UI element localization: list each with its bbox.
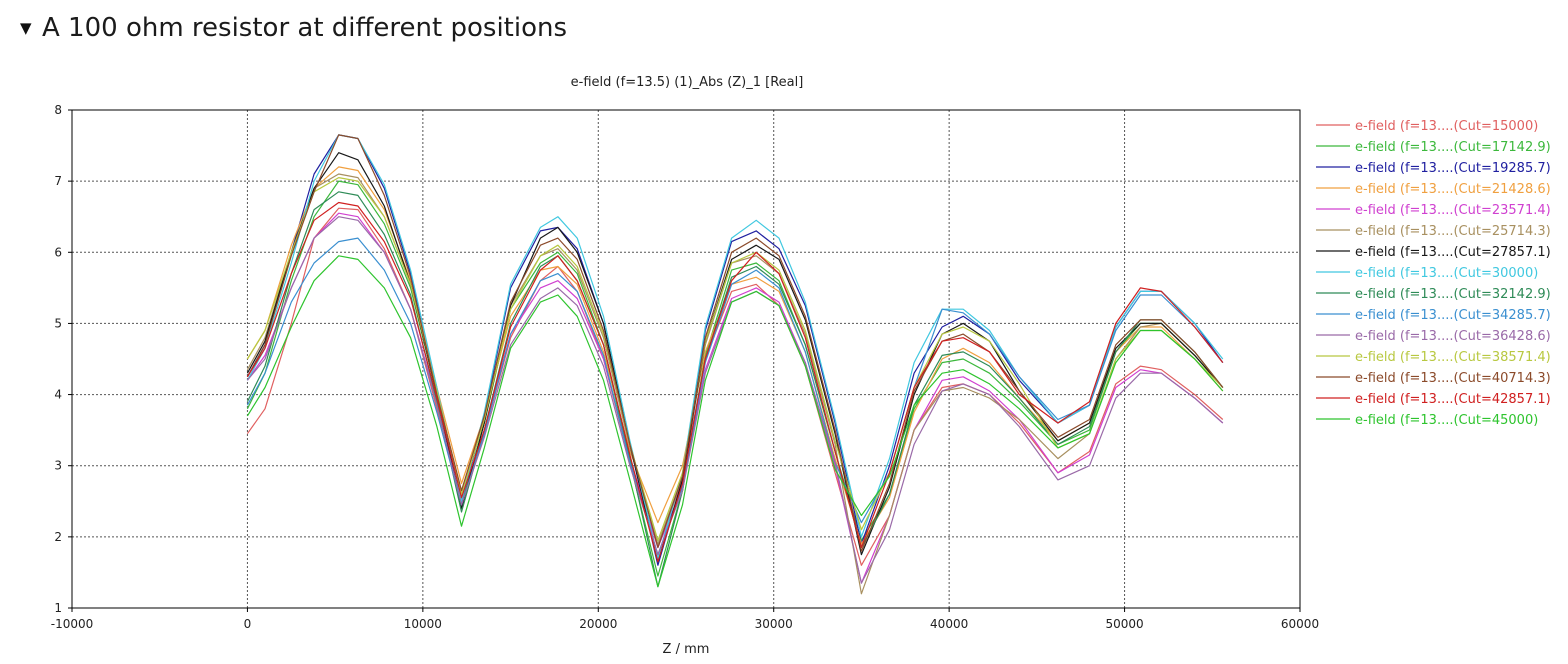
legend-label-12: e-field (f=13....(Cut=40714.3) — [1355, 371, 1551, 386]
y-tick-label-3: 4 — [54, 388, 62, 402]
legend-label-9: e-field (f=13....(Cut=34285.7) — [1355, 308, 1551, 323]
y-tick-label-6: 7 — [54, 174, 62, 188]
x-tick-label-6: 50000 — [1105, 617, 1143, 631]
chart-series — [246, 134, 1224, 595]
x-tick-label-2: 10000 — [404, 617, 442, 631]
section-header[interactable]: ▼ A 100 ohm resistor at different positi… — [20, 8, 567, 48]
legend-label-11: e-field (f=13....(Cut=38571.4) — [1355, 350, 1551, 365]
series-line-14 — [246, 255, 1224, 588]
legend-label-1: e-field (f=13....(Cut=17142.9) — [1355, 140, 1551, 155]
series-line-11 — [246, 177, 1224, 542]
x-tick-label-0: -10000 — [51, 617, 94, 631]
legend-label-0: e-field (f=13....(Cut=15000) — [1355, 119, 1538, 134]
series-line-10 — [246, 216, 1224, 584]
legend-label-8: e-field (f=13....(Cut=32142.9) — [1355, 287, 1551, 302]
x-tick-label-3: 20000 — [579, 617, 617, 631]
chart-ticks: -10000 0 10000 20000 30000 40000 50000 60000 1 2 3… — [51, 103, 1319, 631]
legend-label-13: e-field (f=13....(Cut=42857.1) — [1355, 392, 1551, 407]
legend-label-3: e-field (f=13....(Cut=21428.6) — [1355, 182, 1551, 197]
series-line-9 — [246, 237, 1224, 556]
section-title: A 100 ohm resistor at different position… — [42, 13, 568, 43]
x-tick-label-1: 0 — [244, 617, 252, 631]
series-line-5 — [246, 173, 1224, 595]
x-tick-label-5: 40000 — [930, 617, 968, 631]
y-tick-label-0: 1 — [54, 601, 62, 615]
y-tick-label-2: 3 — [54, 459, 62, 473]
legend-label-5: e-field (f=13....(Cut=25714.3) — [1355, 224, 1551, 239]
chart-title: e-field (f=13.5) (1)_Abs (Z)_1 [Real] — [571, 75, 804, 90]
legend-label-14: e-field (f=13....(Cut=45000) — [1355, 413, 1538, 428]
legend-label-4: e-field (f=13....(Cut=23571.4) — [1355, 203, 1551, 218]
series-line-12 — [246, 134, 1224, 552]
y-tick-label-4: 5 — [54, 316, 62, 330]
x-axis-label: Z / mm — [663, 642, 710, 657]
legend-label-10: e-field (f=13....(Cut=36428.6) — [1355, 329, 1551, 344]
triangle-down-icon[interactable]: ▼ — [20, 18, 32, 37]
x-tick-label-4: 30000 — [755, 617, 793, 631]
legend-label-2: e-field (f=13....(Cut=19285.7) — [1355, 161, 1551, 176]
series-line-7 — [246, 134, 1224, 559]
y-tick-label-5: 6 — [54, 245, 62, 259]
x-tick-label-7: 60000 — [1281, 617, 1319, 631]
series-line-2 — [246, 134, 1224, 566]
y-tick-label-7: 8 — [54, 103, 62, 117]
legend-label-6: e-field (f=13....(Cut=27857.1) — [1355, 245, 1551, 260]
y-tick-label-1: 2 — [54, 530, 62, 544]
series-line-8 — [246, 191, 1224, 588]
series-line-1 — [246, 180, 1224, 577]
chart-legend: e-field (f=13....(Cut=15000) e-field (f=1… — [1316, 119, 1551, 428]
plot-frame — [71, 109, 1301, 609]
legend-label-7: e-field (f=13....(Cut=30000) — [1355, 266, 1538, 281]
series-line-13 — [246, 201, 1224, 563]
